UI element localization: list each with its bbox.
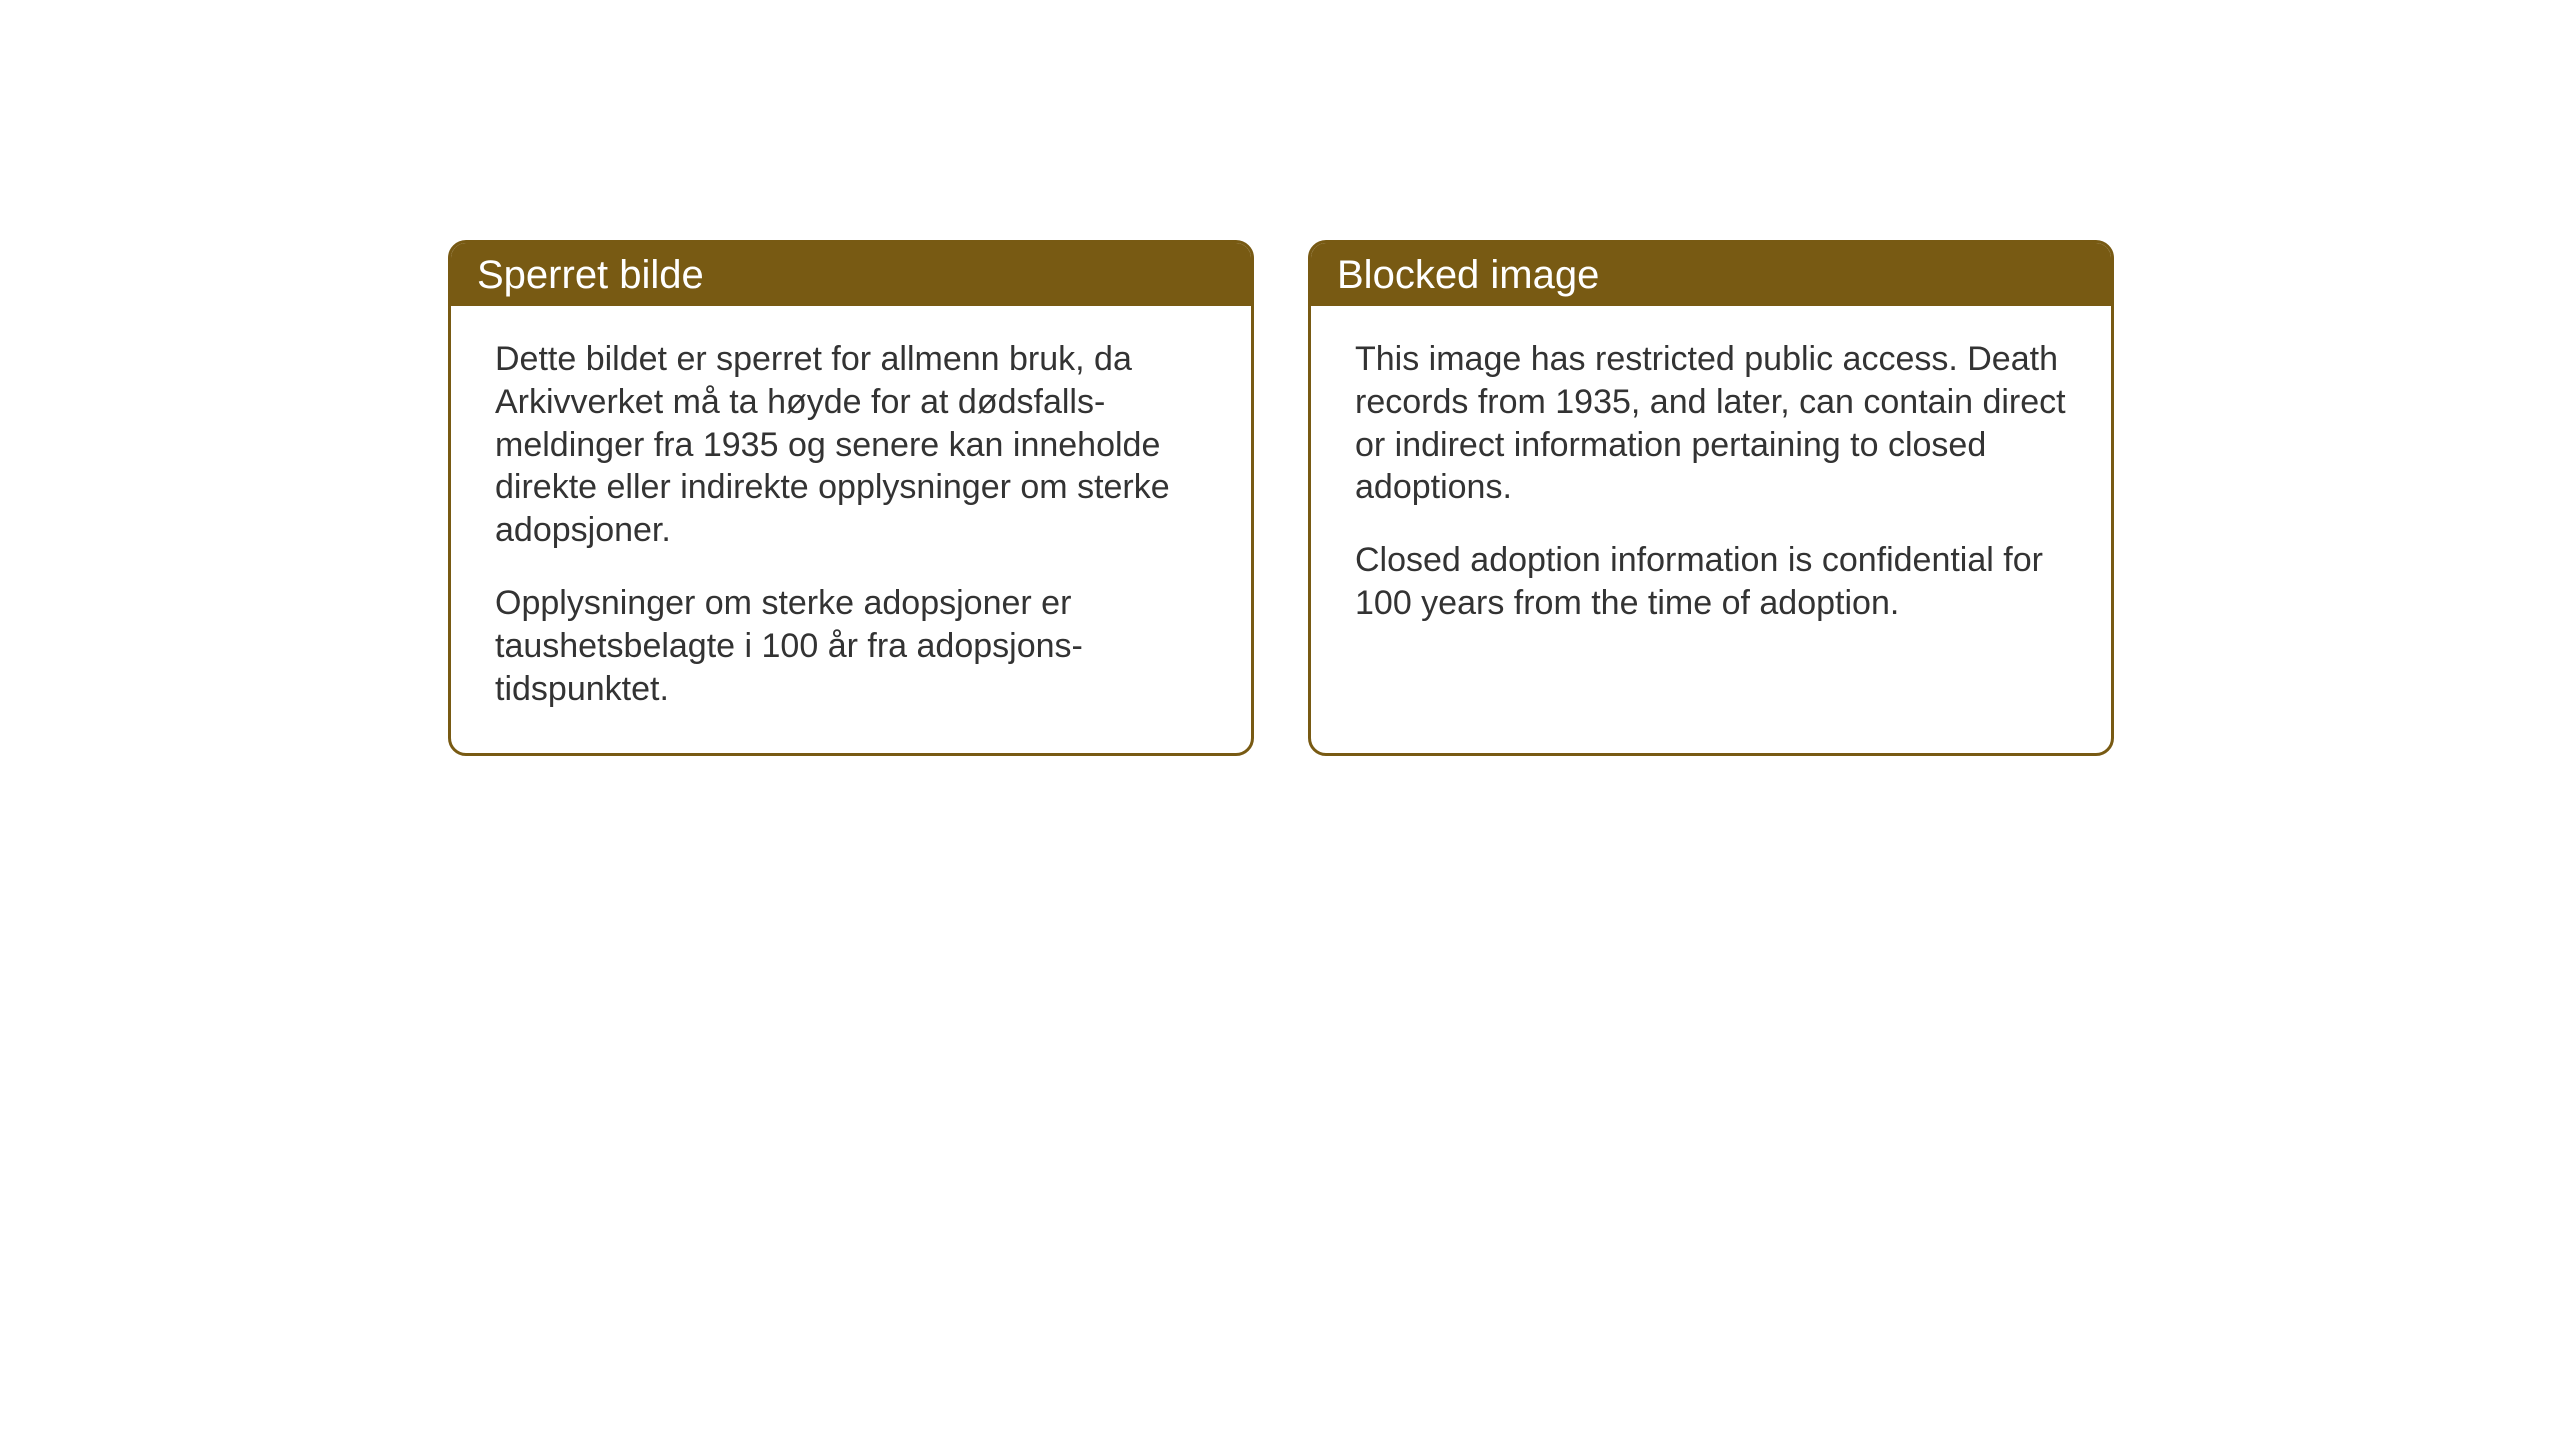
card-header-english: Blocked image xyxy=(1311,243,2111,306)
card-header-norwegian: Sperret bilde xyxy=(451,243,1251,306)
card-paragraph-2-norwegian: Opplysninger om sterke adopsjoner er tau… xyxy=(495,582,1207,710)
card-body-norwegian: Dette bildet er sperret for allmenn bruk… xyxy=(451,306,1251,753)
card-title-norwegian: Sperret bilde xyxy=(477,253,704,297)
card-title-english: Blocked image xyxy=(1337,253,1599,297)
cards-container: Sperret bilde Dette bildet er sperret fo… xyxy=(448,240,2114,756)
card-body-english: This image has restricted public access.… xyxy=(1311,306,2111,667)
card-paragraph-1-norwegian: Dette bildet er sperret for allmenn bruk… xyxy=(495,338,1207,552)
card-paragraph-1-english: This image has restricted public access.… xyxy=(1355,338,2067,509)
card-paragraph-2-english: Closed adoption information is confident… xyxy=(1355,539,2067,625)
card-english: Blocked image This image has restricted … xyxy=(1308,240,2114,756)
card-norwegian: Sperret bilde Dette bildet er sperret fo… xyxy=(448,240,1254,756)
